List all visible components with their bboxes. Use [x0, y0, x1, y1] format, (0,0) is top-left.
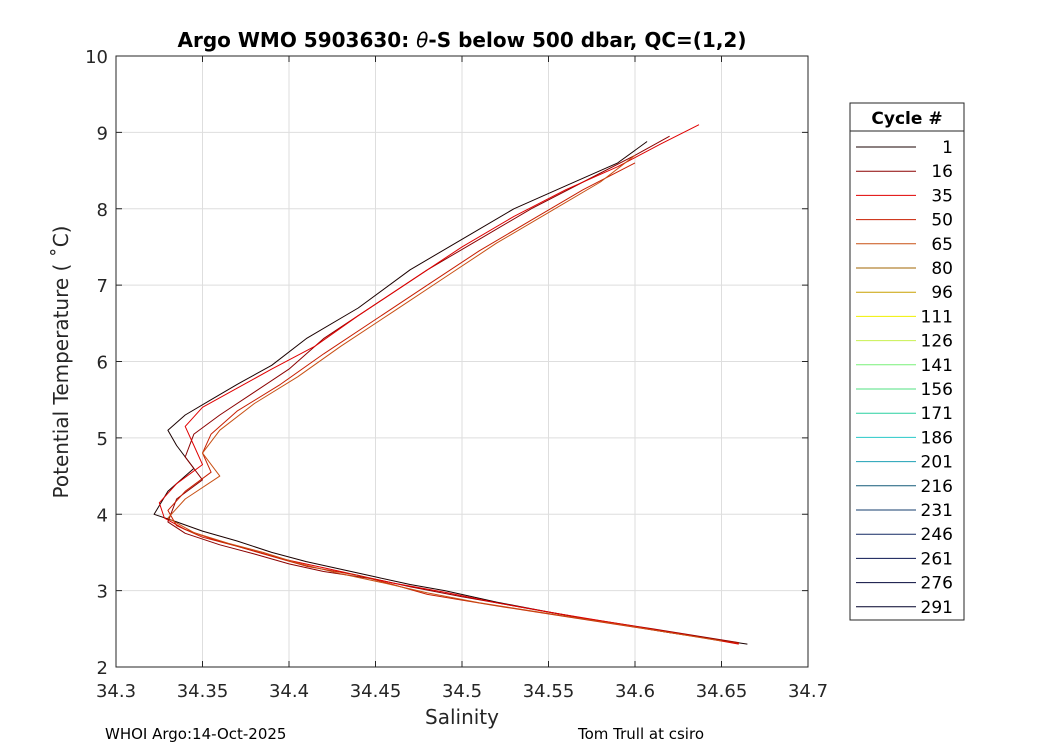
y-tick-label: 9 — [97, 123, 108, 144]
y-tick-label: 3 — [97, 582, 108, 603]
legend-label-291: 291 — [921, 598, 953, 618]
legend-label-171: 171 — [921, 404, 953, 424]
series-line-cycle-65 — [167, 154, 722, 642]
y-tick-label: 8 — [97, 200, 108, 221]
legend-label-141: 141 — [921, 356, 953, 376]
series-line-cycle-1 — [153, 141, 748, 645]
y-tick-label: 4 — [97, 505, 108, 526]
y-tick-label: 2 — [97, 658, 108, 679]
x-tick-label: 34.45 — [350, 681, 402, 702]
chart-title: Argo WMO 5903630: θ-S below 500 dbar, QC… — [178, 28, 747, 52]
y-tick-label: 6 — [97, 353, 108, 374]
legend-label-126: 126 — [921, 332, 953, 352]
x-tick-label: 34.3 — [96, 681, 136, 702]
x-tick-label: 34.4 — [269, 681, 309, 702]
x-tick-label: 34.35 — [177, 681, 229, 702]
footer-credit-right: Tom Trull at csiro — [578, 725, 704, 743]
series-line-cycle-35 — [158, 124, 739, 645]
legend-label-1: 1 — [942, 138, 953, 158]
x-tick-label: 34.7 — [788, 681, 828, 702]
legend-label-65: 65 — [931, 235, 953, 255]
legend-label-111: 111 — [921, 307, 953, 327]
legend-label-186: 186 — [921, 428, 953, 448]
legend-label-231: 231 — [921, 501, 953, 521]
y-axis-label: Potential Temperature ( ˚C) — [49, 226, 73, 499]
legend-label-276: 276 — [921, 574, 953, 594]
legend-label-261: 261 — [921, 549, 953, 569]
series-line-cycle-16 — [167, 135, 739, 644]
legend-label-246: 246 — [921, 525, 953, 545]
legend-label-80: 80 — [931, 259, 953, 279]
data-series — [153, 124, 748, 645]
legend-title: Cycle # — [871, 109, 942, 129]
y-tick-label: 7 — [97, 276, 108, 297]
grid — [115, 55, 809, 668]
legend-entries: 1 16 35 50 65 80 96 111 126 141 156 171 186 201 216 231… — [856, 138, 953, 618]
legend-label-216: 216 — [921, 477, 953, 497]
series-line-cycle-50 — [167, 162, 739, 644]
legend-label-35: 35 — [931, 186, 953, 206]
x-axis-label: Salinity — [425, 705, 499, 729]
x-tick-label: 34.65 — [696, 681, 748, 702]
y-tick-label: 10 — [85, 47, 108, 68]
legend-label-16: 16 — [931, 162, 953, 182]
y-tick-label: 5 — [97, 429, 108, 450]
legend: Cycle # 1 16 35 50 65 80 96 111 126 141 156 171 186 2… — [849, 102, 965, 621]
x-tick-label: 34.55 — [523, 681, 575, 702]
footer-credit-left: WHOI Argo:14-Oct-2025 — [105, 725, 287, 743]
legend-label-201: 201 — [921, 453, 953, 473]
x-tick-label: 34.6 — [615, 681, 655, 702]
legend-label-96: 96 — [931, 283, 953, 303]
legend-label-156: 156 — [921, 380, 953, 400]
x-tick-label: 34.5 — [442, 681, 482, 702]
axis-ticks: 34.3 34.35 34.4 34.45 34.5 34.55 34.6 34.65 34.7… — [85, 47, 828, 702]
legend-label-50: 50 — [931, 211, 953, 231]
